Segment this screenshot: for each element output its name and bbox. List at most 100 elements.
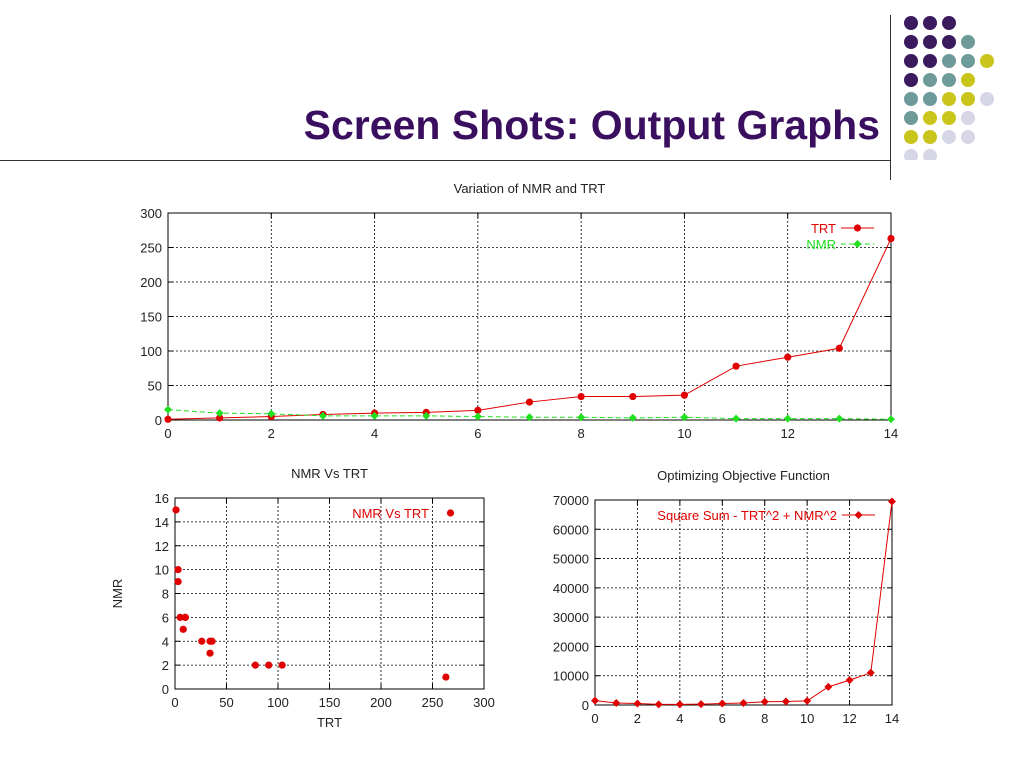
data-point <box>174 577 182 586</box>
chart-nmr-trt-variation: Variation of NMR and TRT 0 2 4 6 8 10 12 14 0 50 10… <box>140 181 898 441</box>
x-tick-label: 0 <box>171 695 178 710</box>
y-tick-label: 0 <box>162 682 169 697</box>
x-tick-label: 10 <box>677 426 691 441</box>
data-point <box>718 699 727 708</box>
x-axis-label: TRT <box>317 715 342 730</box>
x-tick-label: 10 <box>800 711 814 726</box>
data-point <box>628 413 637 422</box>
vertical-divider <box>890 15 891 180</box>
y-tick-label: 300 <box>140 206 162 221</box>
data-point <box>267 409 276 418</box>
decor-dot <box>942 16 956 30</box>
data-point <box>803 696 812 705</box>
data-point <box>888 497 896 506</box>
decor-dot <box>942 130 956 144</box>
data-point <box>739 698 748 707</box>
data-point <box>442 673 450 681</box>
decor-dot <box>904 149 918 160</box>
data-point <box>732 362 740 370</box>
legend-label: Square Sum - TRT^2 + NMR^2 <box>657 508 837 523</box>
x-tick-label: 12 <box>842 711 856 726</box>
decor-dot <box>942 35 956 49</box>
legend-marker <box>853 240 862 248</box>
plot-frame <box>594 499 893 706</box>
y-tick-label: 10000 <box>553 669 589 684</box>
y-tick-label: 2 <box>162 658 169 673</box>
decor-dot <box>923 149 937 160</box>
decor-dot <box>961 35 975 49</box>
chart-title: Variation of NMR and TRT <box>454 181 606 196</box>
data-point <box>577 392 585 401</box>
legend-marker <box>854 511 863 519</box>
data-point <box>176 613 184 621</box>
data-point <box>675 700 684 709</box>
data-point <box>216 414 224 422</box>
data-point <box>680 391 689 399</box>
decor-dot <box>961 111 975 125</box>
data-point <box>680 413 689 422</box>
data-point <box>474 406 482 414</box>
slide-title: Screen Shots: Output Graphs <box>303 102 880 148</box>
data-point <box>629 392 637 401</box>
x-tick-label: 14 <box>884 426 898 441</box>
data-point <box>318 411 327 420</box>
y-tick-label: 200 <box>140 275 162 290</box>
x-tick-label: 8 <box>578 426 585 441</box>
data-point <box>845 676 854 685</box>
decor-dot <box>942 54 956 68</box>
decor-dot <box>923 73 937 87</box>
decor-dot <box>923 54 937 68</box>
data-point <box>525 398 534 406</box>
data-point <box>181 613 189 621</box>
data-point <box>208 637 216 645</box>
decor-dot <box>923 16 937 30</box>
x-tick-label: 2 <box>268 426 275 441</box>
y-tick-label: 16 <box>155 491 169 506</box>
data-point <box>198 637 206 645</box>
data-point <box>525 413 534 422</box>
data-point <box>206 649 214 657</box>
data-point <box>697 700 706 709</box>
x-tick-label: 100 <box>267 695 289 710</box>
data-point <box>824 682 833 691</box>
decor-dot <box>923 35 937 49</box>
data-point <box>164 405 172 414</box>
decor-dot <box>942 111 956 125</box>
y-tick-label: 70000 <box>553 493 589 508</box>
decorative-dot-grid <box>904 16 994 160</box>
data-point <box>887 234 895 243</box>
x-tick-label: 14 <box>885 711 899 726</box>
decor-dot <box>923 92 937 106</box>
data-point <box>732 414 741 423</box>
x-tick-label: 0 <box>164 426 171 441</box>
y-tick-label: 0 <box>155 413 162 428</box>
data-point <box>164 415 172 423</box>
data-point <box>835 414 844 423</box>
data-point <box>783 414 792 423</box>
decor-dot <box>904 73 918 87</box>
data-point <box>577 413 586 422</box>
data-point <box>760 697 769 706</box>
data-point <box>784 353 792 361</box>
data-point <box>612 698 621 707</box>
series-0 <box>164 234 895 423</box>
x-tick-label: 250 <box>422 695 444 710</box>
decor-dot <box>904 16 918 30</box>
data-point <box>781 697 790 706</box>
data-point <box>215 409 224 418</box>
data-point <box>174 566 182 574</box>
decor-dot <box>904 111 918 125</box>
decor-dot <box>961 92 975 106</box>
data-point <box>835 344 843 352</box>
y-tick-label: 50000 <box>553 552 589 567</box>
x-tick-label: 4 <box>371 426 378 441</box>
decor-dot <box>904 54 918 68</box>
legend-marker <box>853 224 862 232</box>
x-tick-label: 12 <box>780 426 794 441</box>
data-point <box>633 699 642 708</box>
x-tick-label: 6 <box>474 426 481 441</box>
y-tick-label: 30000 <box>553 610 589 625</box>
data-point <box>370 411 379 420</box>
decor-dot <box>904 130 918 144</box>
legend-label: NMR <box>806 237 836 252</box>
